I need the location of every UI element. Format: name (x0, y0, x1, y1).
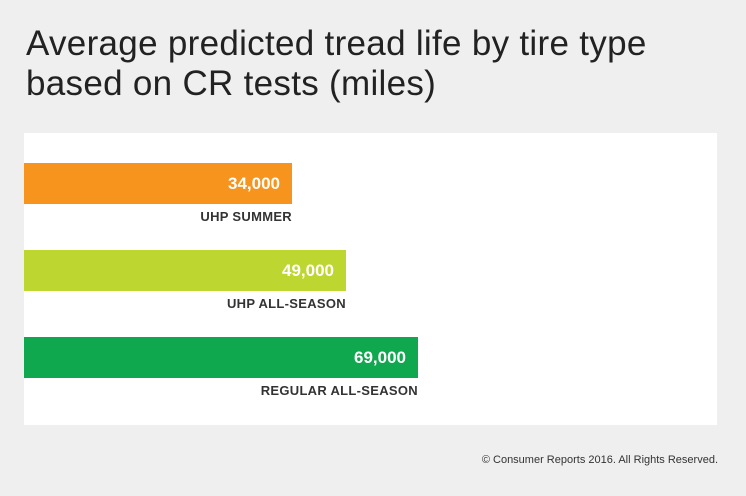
copyright-notice: © Consumer Reports 2016. All Rights Rese… (481, 454, 718, 466)
category-label: UHP ALL-SEASON (226, 296, 346, 311)
data-label: 69,000 (354, 348, 406, 367)
chart-title: Average predicted tread life by tire typ… (26, 24, 647, 103)
bar-1: 49,000 (24, 250, 346, 291)
data-label: 49,000 (282, 261, 334, 280)
data-label: 34,000 (228, 174, 280, 193)
bar-0: 34,000 (24, 163, 292, 204)
category-label: REGULAR ALL-SEASON (260, 383, 418, 398)
category-label: UHP SUMMER (200, 209, 292, 224)
chart-panel: 34,000 UHP SUMMER 49,000 UHP ALL-SEASON 69,0… (24, 133, 717, 425)
bar-2: 69,000 (24, 337, 418, 378)
